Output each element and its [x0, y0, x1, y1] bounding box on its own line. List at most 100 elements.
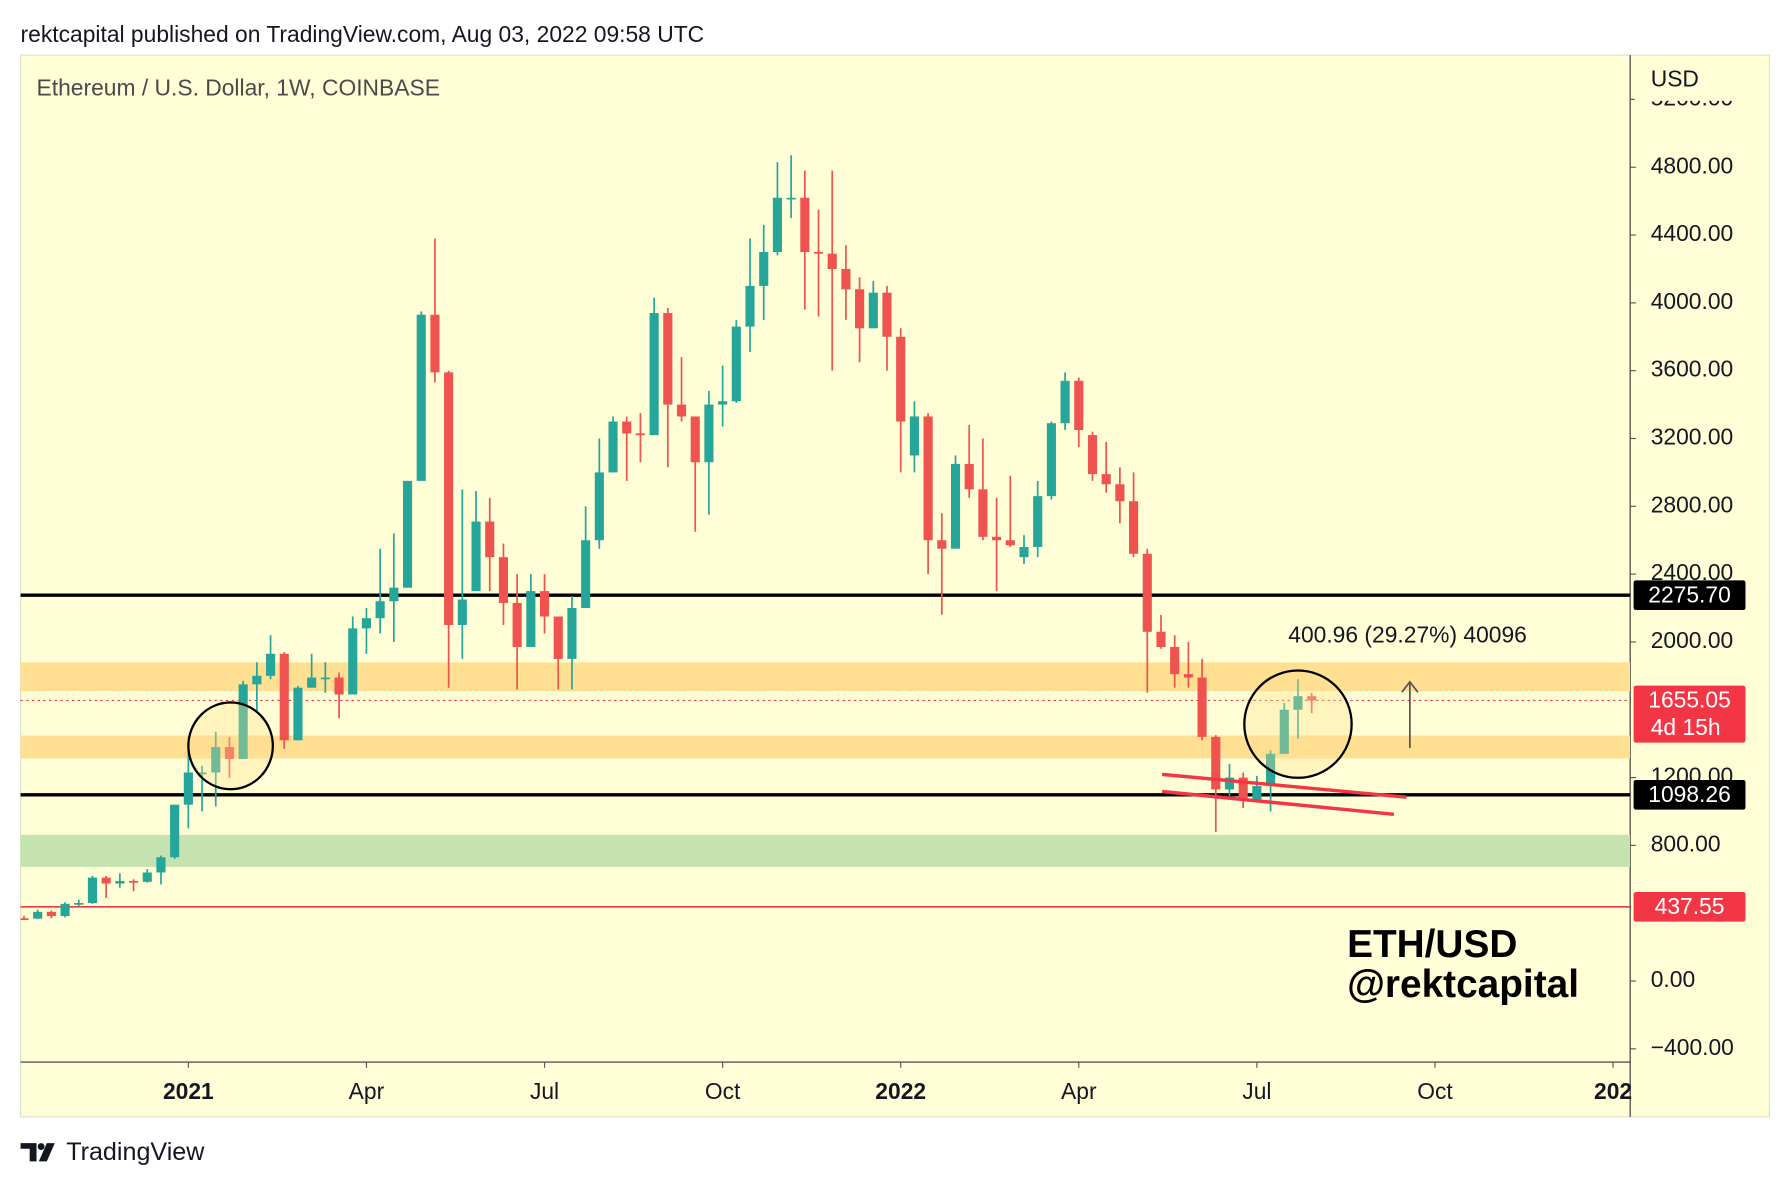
- candle-body: [457, 599, 467, 625]
- candle-body: [731, 326, 741, 402]
- candle-body: [348, 628, 358, 695]
- candle-body: [1115, 484, 1125, 502]
- zone: [20, 735, 1631, 759]
- candle-body: [197, 772, 207, 775]
- candle-body: [361, 618, 372, 629]
- x-tick-label: Apr: [349, 1078, 385, 1104]
- candle-body: [87, 877, 98, 904]
- trend-line: [1161, 789, 1395, 817]
- candle-body: [33, 911, 43, 919]
- publish-header: rektcapital published on TradingView.com…: [21, 21, 705, 47]
- candle-body: [800, 197, 810, 253]
- candle-body: [923, 416, 933, 541]
- x-tick-label: Apr: [1061, 1078, 1097, 1104]
- countdown-label: 4d 15h: [1651, 714, 1721, 740]
- candle-body: [827, 253, 837, 269]
- candle-body: [128, 880, 139, 883]
- currency-label: USD: [1651, 65, 1699, 91]
- candle-body: [320, 677, 330, 680]
- candle-body: [471, 521, 481, 592]
- candle-body: [1224, 777, 1235, 790]
- candle-body: [882, 292, 892, 337]
- candle-body: [567, 608, 577, 659]
- y-tick-label: 3200.00: [1651, 424, 1734, 450]
- candle-body: [279, 653, 289, 741]
- candle-body: [1252, 786, 1262, 800]
- candle-body: [46, 911, 56, 917]
- candle-body: [1087, 435, 1098, 475]
- candle-body: [1211, 736, 1221, 790]
- candle-body: [1129, 501, 1139, 554]
- x-tick-label: 2022: [875, 1078, 926, 1104]
- zone: [20, 834, 1631, 867]
- candle-body: [156, 857, 166, 873]
- y-tick-label: −400.00: [1651, 1034, 1734, 1060]
- candle-body: [1156, 631, 1166, 648]
- candle-body: [553, 616, 563, 659]
- candle-body: [20, 918, 29, 920]
- level-label-box: [1633, 580, 1746, 611]
- candle-body: [416, 314, 426, 481]
- candle-body: [1307, 696, 1317, 701]
- candle-body: [224, 747, 235, 759]
- candle-body: [964, 463, 974, 490]
- y-tick-label: 2000.00: [1651, 627, 1734, 653]
- brand-logo: [20, 1143, 55, 1162]
- highlight-circle: [187, 701, 274, 791]
- x-tick-label: 202: [1594, 1078, 1632, 1104]
- candle-body: [622, 421, 632, 434]
- y-tick-label: 800.00: [1651, 830, 1721, 856]
- candle-body: [937, 540, 947, 549]
- candle-body: [718, 401, 728, 405]
- candle-body: [978, 489, 988, 537]
- brand-name: TradingView: [66, 1138, 205, 1166]
- x-tick-label: Jul: [530, 1078, 559, 1104]
- candle-body: [663, 313, 673, 405]
- last-price-label: 1655.05: [1648, 687, 1731, 713]
- candle-body: [1060, 380, 1070, 424]
- candle-body: [512, 602, 522, 648]
- candle-body: [1279, 709, 1289, 754]
- watermark: ETH/USD: [1347, 923, 1517, 966]
- candle-body: [430, 314, 440, 373]
- candle-body: [526, 591, 536, 648]
- chart-title: Ethereum / U.S. Dollar, 1W, COINBASE: [37, 74, 440, 100]
- y-tick-label: 4800.00: [1651, 152, 1734, 178]
- trend-line: [1161, 772, 1407, 799]
- zone: [20, 662, 1631, 692]
- candle-body: [211, 747, 221, 773]
- candle-body: [238, 684, 248, 759]
- level-label: 2275.70: [1648, 581, 1731, 607]
- level-label-box: [1633, 779, 1746, 810]
- candle-body: [1197, 677, 1207, 737]
- y-tick-label: 0.00: [1651, 966, 1695, 992]
- level-label: 437.55: [1655, 893, 1725, 919]
- candle-body: [498, 557, 509, 603]
- watermark: @rektcapital: [1347, 963, 1579, 1006]
- level-label-box: [1633, 891, 1746, 922]
- y-tick-label: 4000.00: [1651, 288, 1734, 314]
- candle-body: [183, 772, 193, 805]
- candle-body: [1183, 674, 1193, 678]
- y-tick-label: 3600.00: [1651, 356, 1734, 382]
- candle-body: [101, 877, 111, 884]
- candle-body: [896, 336, 906, 422]
- candle-body: [115, 880, 125, 884]
- candle-body: [786, 197, 796, 200]
- candle-body: [635, 433, 645, 436]
- x-tick-label: Oct: [705, 1078, 741, 1104]
- highlight-circle: [1243, 669, 1353, 779]
- candle-body: [950, 463, 961, 549]
- candle-body: [594, 472, 604, 541]
- candle-body: [1101, 474, 1111, 485]
- candle-body: [60, 903, 70, 917]
- y-tick-label: 4400.00: [1651, 220, 1734, 246]
- candle-body: [772, 197, 782, 253]
- candle-body: [485, 521, 495, 558]
- candle-body: [581, 540, 591, 609]
- candle-body: [293, 687, 303, 741]
- candle-body: [841, 268, 851, 290]
- candle-body: [142, 872, 152, 882]
- chart-background: [19, 54, 1771, 1118]
